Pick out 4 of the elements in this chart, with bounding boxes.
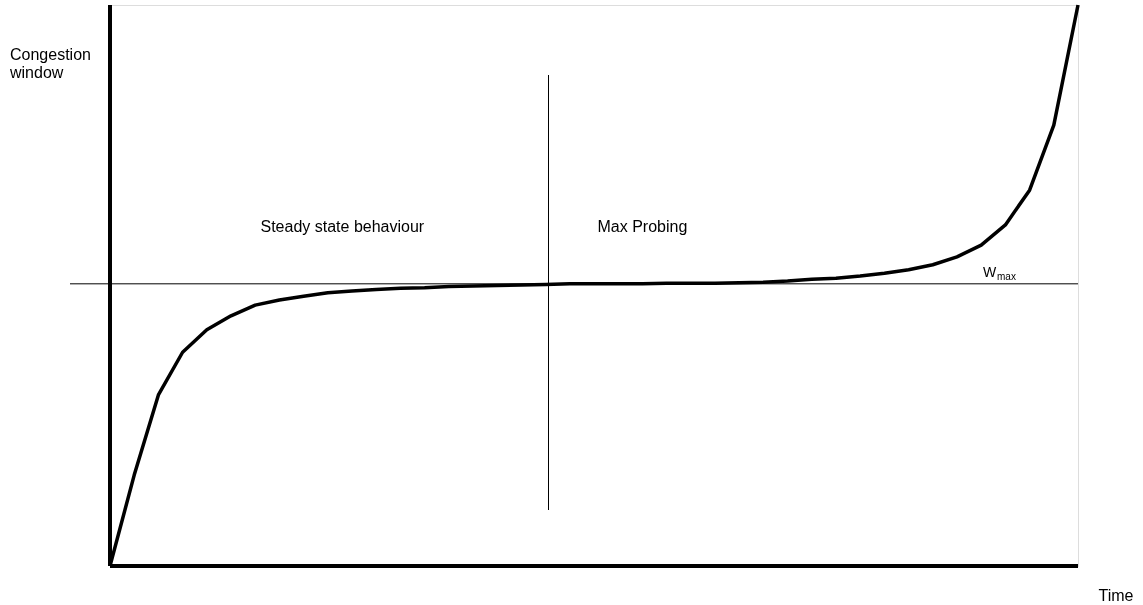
annotation: Max Probing: [597, 218, 688, 235]
x-axis-title: Time: [1098, 587, 1134, 604]
y-axis-title: Congestion window: [9, 46, 91, 81]
annotation: Steady state behaviour: [260, 218, 425, 235]
